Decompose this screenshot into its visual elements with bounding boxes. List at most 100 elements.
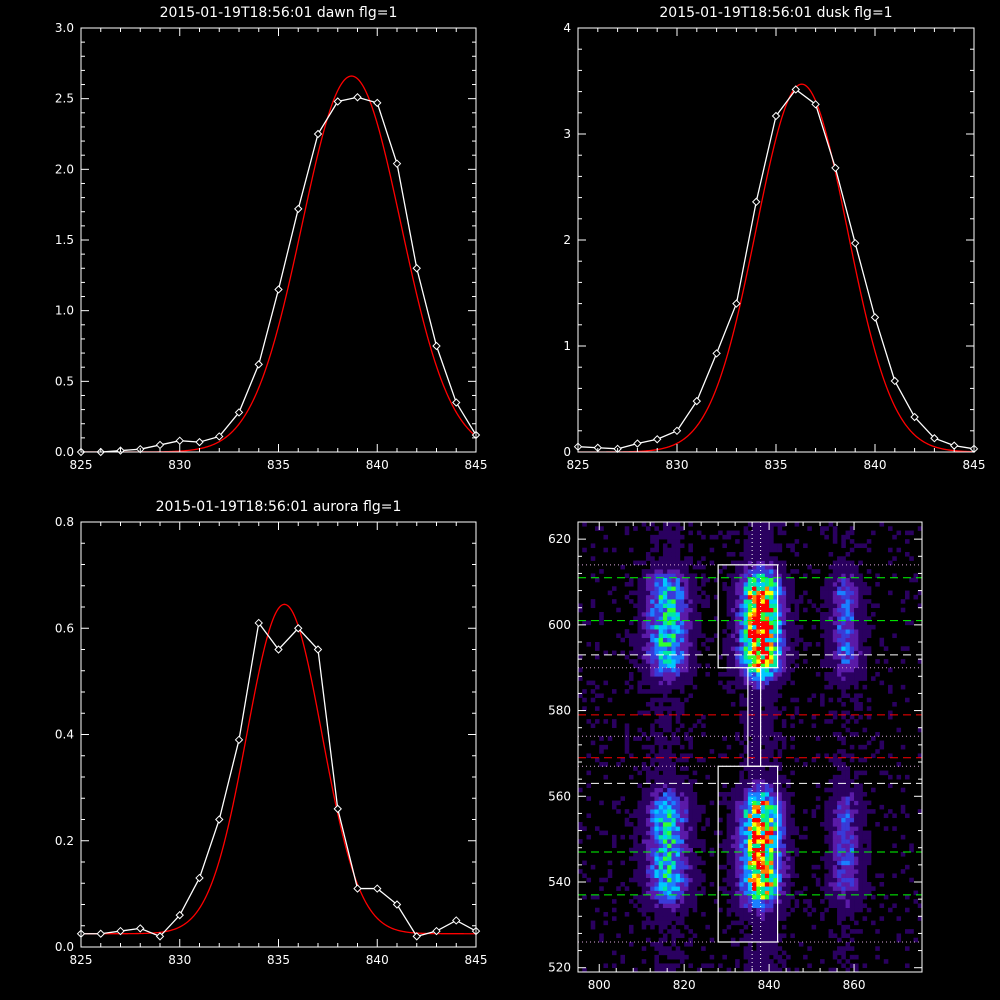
- image-pixel: [781, 959, 787, 964]
- image-pixel: [858, 813, 863, 819]
- image-pixel: [756, 697, 761, 703]
- image-pixel: [854, 637, 859, 643]
- y-tick-label: 0.4: [55, 728, 74, 742]
- image-pixel: [684, 860, 689, 866]
- image-pixel: [781, 637, 787, 643]
- image-pixel: [645, 753, 651, 759]
- image-pixel: [824, 534, 829, 540]
- image-pixel: [769, 667, 774, 673]
- image-pixel: [854, 620, 859, 626]
- image-pixel: [650, 732, 655, 737]
- image-pixel: [769, 779, 774, 784]
- image-pixel: [871, 894, 876, 900]
- image-pixel: [718, 886, 723, 891]
- image-pixel: [726, 689, 732, 694]
- image-pixel: [764, 714, 770, 720]
- image-pixel: [866, 539, 872, 544]
- image-pixel: [688, 869, 693, 874]
- image-pixel: [650, 680, 655, 686]
- image-pixel: [671, 826, 676, 831]
- image-pixel: [832, 877, 838, 883]
- image-pixel: [756, 860, 761, 866]
- image-pixel: [743, 577, 749, 583]
- image-pixel: [845, 817, 851, 823]
- image-pixel: [832, 869, 838, 874]
- image-pixel: [679, 526, 685, 531]
- image-pixel: [667, 607, 672, 613]
- image-pixel: [667, 599, 672, 604]
- image-pixel: [803, 826, 808, 831]
- image-pixel: [730, 804, 736, 810]
- image-pixel: [722, 847, 727, 853]
- image-pixel: [650, 920, 655, 926]
- image-pixel: [862, 894, 868, 900]
- image-pixel: [735, 650, 740, 656]
- image-pixel: [628, 633, 634, 639]
- image-pixel: [858, 929, 863, 934]
- image-pixel: [764, 826, 770, 831]
- image-pixel: [726, 912, 732, 917]
- image-pixel: [679, 916, 685, 921]
- image-pixel: [849, 809, 855, 814]
- image-pixel: [849, 912, 855, 917]
- image-pixel: [624, 886, 630, 891]
- image-pixel: [654, 817, 659, 823]
- image-pixel: [764, 809, 770, 814]
- image-pixel: [594, 684, 600, 690]
- image-pixel: [764, 599, 770, 604]
- image-pixel: [679, 903, 685, 909]
- image-pixel: [726, 650, 732, 656]
- image-pixel: [684, 847, 689, 853]
- image-pixel: [641, 839, 647, 844]
- image-pixel: [777, 783, 783, 789]
- image-pixel: [773, 684, 778, 690]
- image-pixel: [841, 822, 846, 827]
- image-pixel: [854, 903, 859, 909]
- image-pixel: [837, 586, 842, 591]
- image-pixel: [862, 809, 868, 814]
- image-pixel: [752, 770, 757, 776]
- image-pixel: [913, 573, 919, 579]
- image-pixel: [616, 607, 621, 613]
- image-pixel: [726, 830, 732, 836]
- image-pixel: [675, 534, 681, 540]
- image-pixel: [671, 667, 676, 673]
- image-pixel: [684, 680, 689, 686]
- image-pixel: [747, 697, 753, 703]
- image-pixel: [888, 684, 893, 690]
- image-pixel: [730, 903, 736, 909]
- image-pixel: [650, 582, 655, 587]
- image-pixel: [841, 586, 846, 591]
- image-pixel: [675, 740, 681, 746]
- image-pixel: [730, 800, 736, 806]
- image-pixel: [667, 899, 672, 904]
- image-pixel: [764, 869, 770, 874]
- image-pixel: [841, 612, 846, 617]
- image-pixel: [654, 672, 659, 677]
- image-pixel: [747, 556, 753, 561]
- image-pixel: [590, 697, 596, 703]
- image-pixel: [769, 822, 774, 827]
- image-pixel: [624, 573, 630, 579]
- image-pixel: [688, 787, 693, 793]
- image-pixel: [769, 749, 774, 754]
- image-pixel: [692, 594, 698, 600]
- image-pixel: [658, 637, 664, 643]
- image-pixel: [875, 573, 880, 579]
- image-pixel: [760, 959, 766, 964]
- image-pixel: [667, 787, 672, 793]
- image-pixel: [578, 603, 583, 609]
- image-pixel: [688, 594, 693, 600]
- image-pixel: [854, 659, 859, 664]
- image-pixel: [794, 903, 800, 909]
- image-pixel: [671, 594, 676, 600]
- image-pixel: [781, 629, 787, 634]
- image-pixel: [671, 620, 676, 626]
- image-pixel: [701, 757, 706, 763]
- image-pixel: [658, 684, 664, 690]
- image-pixel: [662, 869, 668, 874]
- image-pixel: [752, 547, 757, 553]
- image-pixel: [790, 620, 795, 626]
- image-pixel: [858, 847, 863, 853]
- image-pixel: [837, 766, 842, 771]
